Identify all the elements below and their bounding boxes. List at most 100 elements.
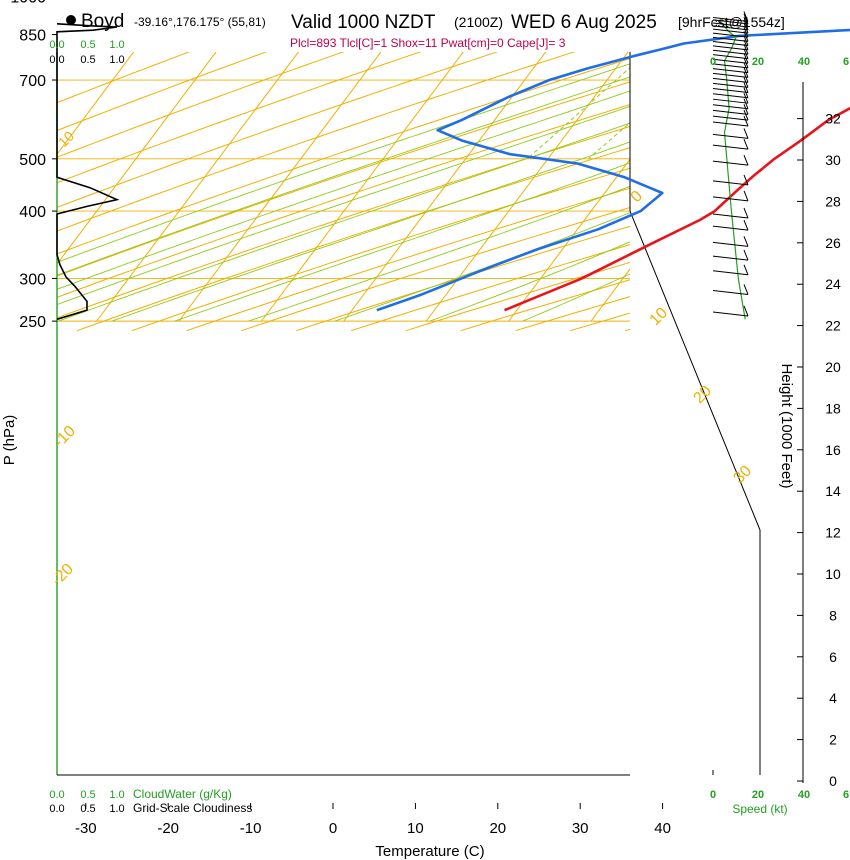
wind-barb-staff bbox=[712, 93, 749, 99]
wind-barb-staff bbox=[712, 25, 749, 31]
isotherm-line bbox=[673, 0, 850, 321]
moist-adiabat bbox=[57, 76, 630, 276]
station-name: Boyd bbox=[81, 11, 124, 32]
cloudiness-profile bbox=[56, 23, 120, 321]
x-tick-label: 40 bbox=[654, 820, 671, 837]
wind-barb bbox=[712, 115, 749, 127]
forecast-cycle: [9hrFcst@1554z] bbox=[678, 14, 785, 30]
x-tick-label: 20 bbox=[489, 820, 506, 837]
height-tick-label: 20 bbox=[825, 359, 841, 375]
x-tick-label: 30 bbox=[572, 820, 589, 837]
cloudiness-label: Grid-Scale Cloudiness bbox=[133, 801, 252, 815]
isotherm-label: 10 bbox=[647, 304, 672, 329]
wind-barb-flag bbox=[743, 207, 749, 219]
wind-barb-staff bbox=[712, 68, 749, 74]
wind-barb-flag bbox=[743, 16, 749, 28]
moist-adiabat bbox=[57, 90, 630, 290]
wind-top-tick: 40 bbox=[798, 56, 810, 68]
height-tick-label: 2 bbox=[829, 732, 837, 748]
wind-barb-flag bbox=[743, 104, 749, 115]
wind-bottom-tick: 40 bbox=[798, 789, 810, 801]
wind-top-tick: 6 bbox=[843, 56, 849, 68]
height-tick-label: 26 bbox=[825, 235, 841, 251]
wind-barb-staff bbox=[712, 82, 749, 88]
wind-top-tick: 0 bbox=[710, 56, 716, 68]
wind-barb-staff bbox=[712, 63, 749, 69]
sounding-parameters: Plcl=893 Tlcl[C]=1 Shox=11 Pwat[cm]=0 Ca… bbox=[290, 36, 566, 50]
height-tick-label: 0 bbox=[829, 773, 837, 789]
x-tick-label: -30 bbox=[75, 820, 97, 837]
wind-barb-staff bbox=[712, 77, 749, 83]
x-tick-label: -20 bbox=[157, 820, 179, 837]
wind-barb bbox=[712, 22, 749, 34]
wind-barb-flag bbox=[743, 115, 749, 127]
wind-barb-flag bbox=[743, 98, 749, 109]
dewpoint-line bbox=[376, 28, 850, 312]
dry-adiabat bbox=[57, 52, 191, 104]
dry-adiabat bbox=[76, 147, 630, 332]
dry-adiabat bbox=[131, 167, 630, 332]
cloud-bottom-tick-green: 1.0 bbox=[109, 789, 124, 801]
moist-adiabat bbox=[522, 273, 630, 322]
isotherm-line bbox=[57, 52, 217, 265]
wind-barb-flag bbox=[743, 128, 749, 139]
isotherm-label: -10 bbox=[51, 423, 79, 451]
mixing-ratio-line bbox=[588, 122, 630, 160]
dry-adiabat bbox=[57, 52, 499, 208]
isotherm-line bbox=[57, 52, 135, 156]
height-tick-label: 14 bbox=[825, 483, 841, 499]
wind-barb-staff bbox=[712, 88, 749, 94]
wind-barb-staff bbox=[712, 121, 749, 127]
wind-barb bbox=[712, 236, 749, 247]
moist-adiabat bbox=[174, 162, 630, 322]
dry-adiabat bbox=[57, 52, 268, 132]
isotherm-line bbox=[261, 52, 464, 322]
wind-barb-staff bbox=[712, 255, 749, 261]
cloud-bottom-tick: 1.0 bbox=[109, 803, 124, 815]
dry-adiabat bbox=[57, 81, 630, 277]
wind-speed-profile bbox=[719, 20, 746, 320]
wind-barb-flag bbox=[743, 284, 749, 295]
cloud-top-tick: 0.5 bbox=[80, 54, 95, 66]
wind-barb-staff bbox=[712, 225, 749, 231]
wind-barb bbox=[712, 264, 749, 276]
wind-bottom-tick: 6 bbox=[843, 789, 849, 801]
wind-barb-staff bbox=[712, 54, 749, 60]
dry-adiabat bbox=[57, 52, 345, 158]
wind-bottom-tick: 20 bbox=[752, 789, 764, 801]
wind-barb bbox=[712, 92, 749, 104]
y-tick-label: 500 bbox=[19, 152, 46, 169]
wind-barb-staff bbox=[712, 104, 749, 110]
wind-barb-staff bbox=[712, 49, 749, 55]
wind-barb-staff bbox=[712, 98, 749, 104]
background-lines bbox=[0, 0, 850, 332]
height-tick-label: 22 bbox=[825, 318, 841, 334]
wind-barb bbox=[712, 128, 749, 139]
wind-barb-staff bbox=[712, 270, 749, 276]
temperature-line bbox=[504, 106, 850, 312]
wind-barb-flag bbox=[743, 236, 749, 247]
height-tick-label: 28 bbox=[825, 193, 841, 209]
valid-time: Valid 1000 NZDT bbox=[291, 12, 436, 33]
wind-barb bbox=[712, 109, 749, 121]
wind-barb bbox=[712, 16, 749, 28]
isotherm-line bbox=[0, 0, 19, 321]
wind-barb-staff bbox=[712, 41, 749, 47]
wind-barb-staff bbox=[712, 28, 749, 34]
wind-barb bbox=[712, 305, 749, 317]
dry-adiabat bbox=[57, 125, 630, 319]
moist-adiabat bbox=[334, 212, 630, 322]
wind-barb bbox=[712, 284, 749, 295]
wind-barb-staff bbox=[712, 311, 749, 317]
cloud-bottom-tick: 0.5 bbox=[80, 803, 95, 815]
wind-barb-staff bbox=[712, 19, 749, 25]
moist-adiabat bbox=[248, 185, 630, 322]
wind-barb bbox=[712, 154, 749, 166]
height-axis-title: Height (1000 Feet) bbox=[778, 363, 795, 488]
wind-barb-flag bbox=[743, 174, 749, 186]
wind-barb-staff bbox=[712, 58, 749, 64]
wind-barb-staff bbox=[712, 144, 749, 150]
cloud-top-tick-green: 0.5 bbox=[80, 39, 95, 51]
wind-barb-staff bbox=[712, 17, 749, 23]
height-tick-label: 10 bbox=[825, 566, 841, 582]
